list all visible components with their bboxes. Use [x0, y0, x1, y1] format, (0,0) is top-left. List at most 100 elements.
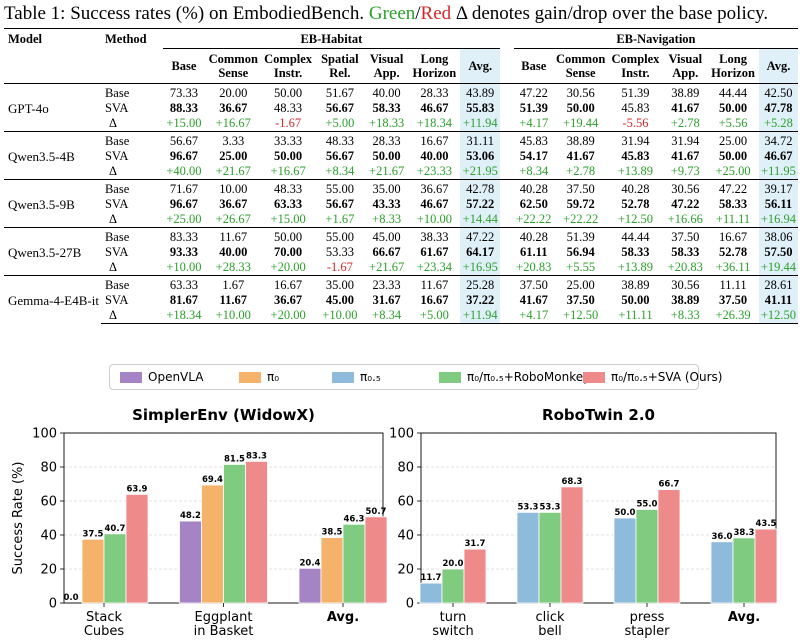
table-cell: 56.67	[325, 101, 354, 115]
x-tick-label: switch	[432, 624, 474, 639]
y-tick-label: 100	[32, 427, 57, 442]
table-row: SVA 81.67 11.67 36.67 45.00 31.67 16.67 37.22 41…	[4, 293, 798, 308]
table-cell: +12.50	[617, 212, 654, 226]
method-label: Base	[100, 131, 163, 149]
table-cell: 37.50	[513, 275, 554, 293]
table-cell: +26.67	[215, 212, 251, 226]
table-caption: Table 1: Success rates (%) on EmbodiedBe…	[4, 3, 804, 25]
header-habitat-col: Avg.	[460, 48, 501, 84]
bar	[419, 582, 443, 604]
header-habitat-col: Long Horizon	[409, 49, 461, 84]
table-cell: 50.00	[261, 227, 316, 245]
table-cell: +8.34	[364, 308, 409, 324]
table-cell: 36.67	[219, 101, 248, 115]
table-cell: 40.28	[513, 227, 554, 245]
header-habitat-col-line1: Visual	[369, 52, 404, 66]
chart-title: SimplerEnv (WidowX)	[132, 406, 315, 424]
bar	[342, 523, 366, 604]
table-cell: 56.67	[162, 131, 206, 149]
table-cell: 40.28	[607, 179, 664, 197]
x-tick-label: Avg.	[728, 610, 760, 625]
method-label: Δ	[108, 116, 118, 130]
bar	[103, 533, 127, 604]
table-cell: 42.50	[758, 83, 798, 101]
table-cell: +21.67	[369, 164, 405, 178]
bar	[657, 489, 681, 604]
table-cell: +23.33	[416, 164, 452, 178]
legend-label: OpenVLA	[148, 370, 204, 384]
table-cell: 45.00	[325, 293, 354, 307]
y-tick-label: 40	[397, 529, 414, 544]
table-cell: 28.61	[758, 275, 798, 293]
table-cell: 36.67	[274, 293, 303, 307]
table-cell: +4.17	[519, 116, 549, 130]
table-cell: 40.00	[364, 83, 409, 101]
table-cell: 40.28	[513, 179, 554, 197]
cell-spacer	[500, 83, 514, 101]
header-habitat-col-line1: Spatial	[321, 52, 359, 66]
method-label: SVA	[104, 197, 129, 211]
table-cell: +2.78	[670, 116, 700, 130]
table-cell: 11.11	[707, 275, 759, 293]
table-cell: 41.67	[566, 149, 595, 163]
x-tick-label: Eggplant	[195, 610, 253, 625]
table-cell: 37.22	[460, 293, 501, 308]
table-cell: 47.22	[513, 83, 554, 101]
table-cell: +8.34	[519, 164, 549, 178]
bar	[516, 511, 540, 604]
header-navigation-col-line2: Sense	[565, 66, 596, 80]
table-cell: 45.83	[621, 149, 650, 163]
method-label: Base	[100, 179, 163, 197]
table-cell: 43.33	[372, 197, 401, 211]
table-cell: +19.44	[563, 116, 599, 130]
y-tick-label: 0	[49, 597, 57, 612]
table-cell: +12.50	[758, 308, 798, 324]
table-cell: 31.94	[607, 131, 664, 149]
table-cell: 16.67	[408, 131, 461, 149]
bar-value-label: 68.3	[562, 477, 583, 487]
table-cell: 38.89	[553, 131, 608, 149]
table-cell: 31.94	[663, 131, 708, 149]
table-cell: -1.67	[275, 116, 302, 130]
table-cell: 51.39	[607, 83, 664, 101]
y-axis-label: Success Rate (%)	[11, 462, 26, 575]
x-tick-label: bell	[538, 624, 561, 639]
table-cell: 38.89	[663, 83, 708, 101]
table-cell: 46.67	[758, 149, 798, 164]
table-cell: 56.67	[325, 197, 354, 211]
table-cell: +15.00	[270, 212, 306, 226]
table-cell: +10.00	[166, 260, 202, 274]
table-cell: 50.00	[621, 293, 650, 307]
table-cell: 57.22	[460, 197, 501, 212]
header-habitat-col-line1: Avg.	[468, 59, 493, 73]
header-navigation-col-line1: Avg.	[766, 59, 791, 73]
table-cell: 88.33	[169, 101, 199, 115]
header-method: Method	[100, 28, 163, 84]
y-tick-label: 60	[397, 495, 414, 510]
table-cell: 48.33	[315, 131, 365, 149]
bar-value-label: 55.0	[637, 500, 658, 510]
table-cell: 58.33	[621, 245, 650, 259]
bar-value-label: 40.7	[105, 524, 126, 534]
table-cell: 16.67	[420, 293, 449, 307]
table-cell: 34.72	[758, 131, 798, 149]
table-cell: 41.67	[671, 149, 700, 163]
table-cell: +25.00	[715, 164, 751, 178]
table-cell: +2.78	[566, 164, 596, 178]
table-cell: +5.00	[325, 116, 355, 130]
header-habitat-col-line1: Long	[420, 52, 449, 66]
legend-label: π₀/π₀.₅+RoboMonkey	[467, 370, 591, 384]
table-cell: +22.22	[516, 212, 552, 226]
table-cell: 71.67	[162, 179, 206, 197]
table-cell: 61.11	[520, 245, 548, 259]
cell-spacer	[500, 308, 514, 324]
table-cell: +13.89	[617, 260, 654, 274]
table-cell: +5.00	[408, 308, 461, 324]
table-row: Δ +40.00 +21.67 +16.67 +8.34 +21.67 +23.33 +21.…	[4, 164, 798, 180]
bar-value-label: 38.3	[734, 528, 755, 538]
y-tick-label: 20	[397, 563, 414, 578]
model-name: Qwen3.5-9B	[4, 179, 101, 228]
table-cell: 43.89	[460, 83, 501, 101]
header-habitat-col-line1: Common	[208, 52, 258, 66]
bar-value-label: 20.0	[443, 559, 464, 569]
